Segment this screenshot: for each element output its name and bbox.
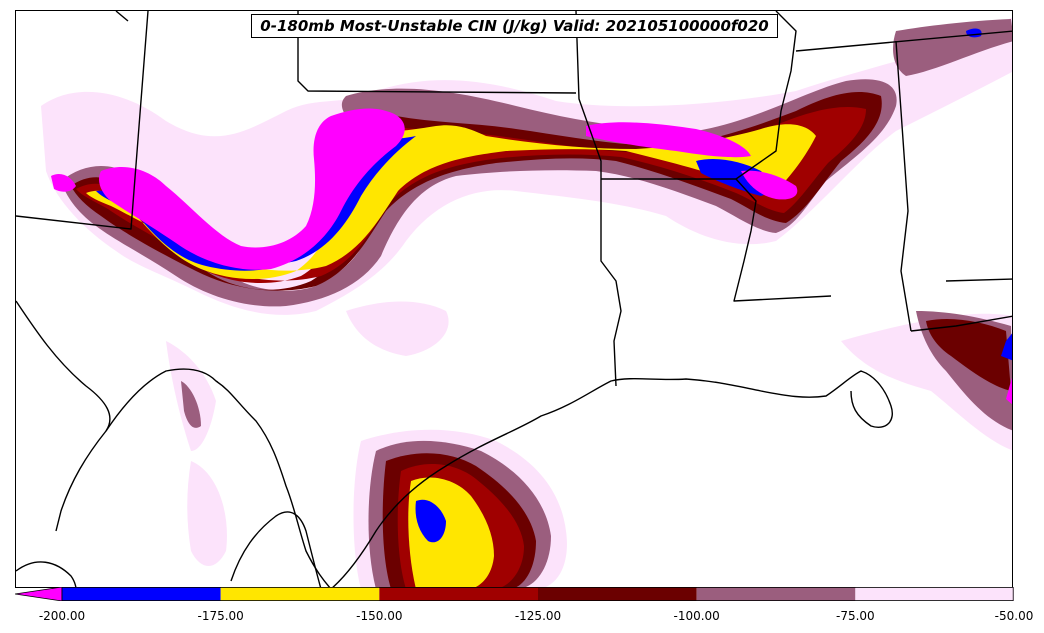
- ok-ks-border: [297, 11, 577, 94]
- state-boundaries: [16, 11, 1012, 587]
- colorbar-tick-label: -75.00: [835, 609, 875, 623]
- ne-mo-border: [115, 11, 129, 22]
- ms-al-border: [895, 40, 912, 332]
- mexico-inner: [230, 511, 322, 587]
- colorbar-border: [61, 587, 1014, 601]
- fl-border-north: [945, 278, 1012, 282]
- colorbar-segment: [696, 587, 856, 601]
- colorbar-segment: [220, 587, 380, 601]
- colorbar-tick-label: -125.00: [514, 609, 562, 623]
- map-panel: [15, 10, 1013, 588]
- al-border: [735, 11, 797, 180]
- ms-border: [733, 178, 832, 302]
- cin-map: [16, 11, 1012, 587]
- colorbar-segment: [538, 587, 697, 601]
- colorbar-segment: [379, 587, 538, 601]
- rio-grande: [105, 368, 331, 587]
- ar-la-border: [575, 11, 622, 387]
- colorbar-tick-label: -100.00: [673, 609, 720, 623]
- ga-fl-border: [910, 315, 1012, 332]
- colorbar-segment: [62, 587, 221, 601]
- mexico-border: [16, 300, 111, 532]
- colorbar-tick-label: -150.00: [356, 609, 403, 623]
- tn-border: [795, 30, 1012, 52]
- ok-tx-border: [16, 11, 149, 230]
- colorbar: [15, 587, 1014, 601]
- cin-field-magenta: [51, 108, 1012, 405]
- colorbar-tick-label: -200.00: [38, 609, 86, 623]
- colorbar-tick-label: -50.00: [994, 609, 1034, 623]
- colorbar-segment: [855, 587, 1014, 601]
- gulf-coast: [332, 370, 893, 587]
- colorbar-tick-label: -175.00: [197, 609, 244, 623]
- mexico-coast: [16, 561, 77, 587]
- colorbar-segments: [15, 587, 1014, 601]
- colorbar-under-arrow: [15, 587, 63, 601]
- map-title: 0-180mb Most-Unstable CIN (J/kg) Valid: …: [251, 14, 778, 38]
